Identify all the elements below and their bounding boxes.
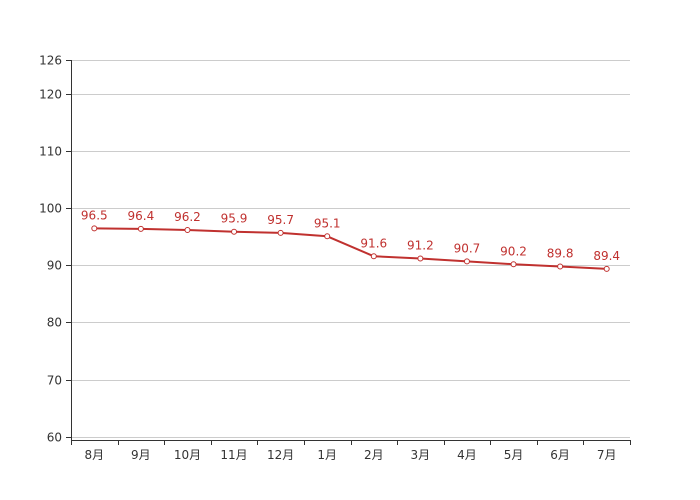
y-axis: 60 70 80 90 100 110 120 126 <box>39 54 72 445</box>
x-tick-label: 10月 <box>174 448 201 462</box>
data-point <box>277 229 284 236</box>
data-label: 96.5 <box>81 208 108 222</box>
y-tick-label: 70 <box>47 374 62 388</box>
data-label: 90.2 <box>500 244 527 258</box>
data-point <box>184 227 191 234</box>
x-tick-label: 2月 <box>364 448 384 462</box>
x-tick-label: 11月 <box>220 448 247 462</box>
data-label: 89.4 <box>593 249 620 263</box>
y-gridlines <box>71 60 630 438</box>
x-tick-label: 8月 <box>84 448 104 462</box>
y-tick-label: 60 <box>47 431 62 445</box>
x-tick-label: 7月 <box>597 448 617 462</box>
data-label: 95.7 <box>267 213 294 227</box>
x-tick-label: 3月 <box>411 448 431 462</box>
x-axis: 8月 9月 10月 11月 12月 1月 2月 3月 4月 5月 6月 7月 <box>71 440 631 462</box>
x-tick-label: 1月 <box>317 448 337 462</box>
x-tick-label: 5月 <box>504 448 524 462</box>
y-tick-label: 80 <box>47 316 62 330</box>
x-tick-label: 12月 <box>267 448 294 462</box>
series-layer: 96.5 96.4 96.2 95.9 95.7 95.1 91.6 91.2 90.7 90.2… <box>81 208 620 272</box>
data-label: 90.7 <box>454 241 481 255</box>
data-label: 91.6 <box>360 236 387 250</box>
data-label: 95.9 <box>221 212 248 226</box>
data-point <box>603 265 610 272</box>
data-point <box>463 258 470 265</box>
data-point <box>137 225 144 232</box>
data-label: 96.2 <box>174 210 201 224</box>
x-tick-label: 4月 <box>457 448 477 462</box>
data-label: 95.1 <box>314 216 341 230</box>
y-tick-label: 90 <box>47 259 62 273</box>
data-point <box>91 225 98 232</box>
data-label: 96.4 <box>128 209 155 223</box>
data-point <box>324 233 331 240</box>
y-tick-label: 126 <box>39 54 62 68</box>
data-point <box>231 228 238 235</box>
data-point <box>417 255 424 262</box>
data-point <box>370 253 377 260</box>
data-point <box>510 261 517 268</box>
y-tick-label: 100 <box>39 202 62 216</box>
x-tick-label: 6月 <box>550 448 570 462</box>
data-label: 91.2 <box>407 239 434 253</box>
data-label: 89.8 <box>547 247 574 261</box>
y-tick-label: 120 <box>39 88 62 102</box>
series-line <box>94 227 607 270</box>
y-tick-label: 110 <box>39 145 62 159</box>
data-point <box>557 263 564 270</box>
x-tick-label: 9月 <box>131 448 151 462</box>
